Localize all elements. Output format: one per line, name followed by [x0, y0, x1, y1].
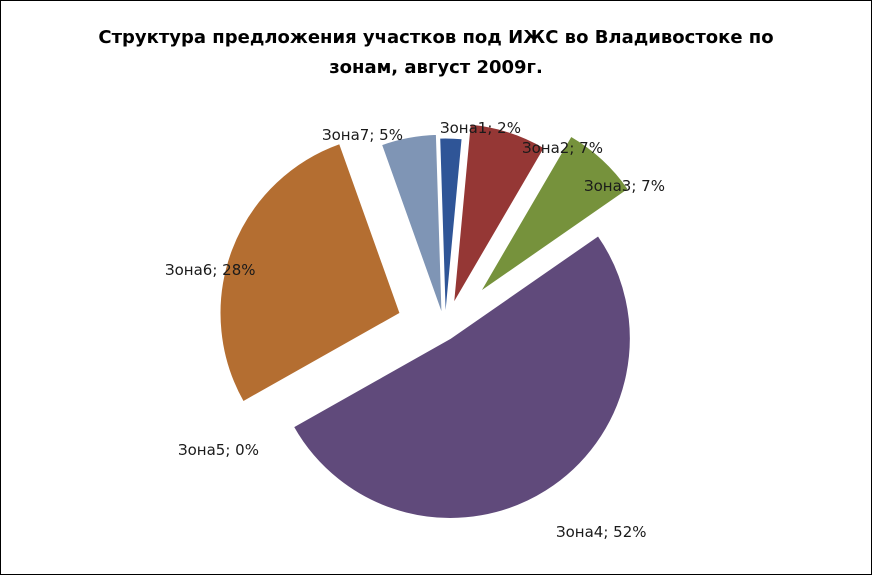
- pie-slice-зона3: [479, 135, 629, 293]
- pie-slice-зона1: [439, 137, 463, 319]
- data-label-зона7: Зона7; 5%: [322, 126, 403, 144]
- pie-slice-зона6: [219, 143, 401, 403]
- data-label-зона3: Зона3; 7%: [584, 177, 665, 195]
- data-label-зона6: Зона6; 28%: [165, 261, 256, 279]
- data-label-зона4: Зона4; 52%: [556, 523, 647, 541]
- data-label-зона2: Зона2; 7%: [522, 139, 603, 157]
- pie-slice-зона4: [292, 235, 631, 519]
- data-label-зона5: Зона5; 0%: [178, 441, 259, 459]
- data-label-зона1: Зона1; 2%: [440, 119, 521, 137]
- chart-title: Структура предложения участков под ИЖС в…: [98, 27, 774, 78]
- pie-slice-зона7: [380, 133, 443, 315]
- pie-slice-зона2: [453, 123, 546, 304]
